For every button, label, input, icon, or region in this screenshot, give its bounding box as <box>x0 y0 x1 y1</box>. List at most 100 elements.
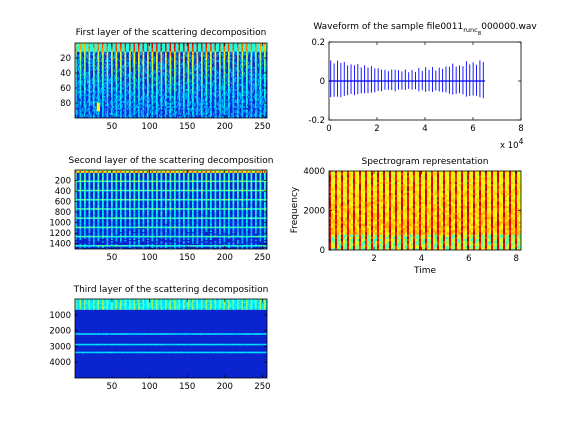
first-layer-cell <box>120 73 121 76</box>
first-layer-cell <box>143 60 145 62</box>
first-layer-cell <box>80 44 82 47</box>
first-layer-cell <box>160 53 162 56</box>
first-layer-cell <box>81 44 83 47</box>
first-layer-cell <box>224 77 226 80</box>
first-layer-cell <box>115 46 117 49</box>
first-layer-cell <box>80 111 82 114</box>
first-layer-cell <box>222 87 224 90</box>
first-layer-cell <box>191 71 193 74</box>
first-layer-cell <box>201 97 202 100</box>
first-layer-cell <box>178 109 180 112</box>
first-layer-cell <box>129 58 130 61</box>
first-layer-cell <box>151 78 153 81</box>
first-layer-cell <box>164 78 166 81</box>
first-layer-cell <box>207 56 208 59</box>
first-layer-cell <box>207 111 208 114</box>
first-layer-cell <box>98 83 100 86</box>
first-layer-cell <box>138 90 139 93</box>
first-layer-cell <box>215 90 217 93</box>
first-layer-cell <box>102 89 104 91</box>
first-layer-cell <box>104 83 106 86</box>
first-layer-cell <box>84 95 86 98</box>
first-layer-cell <box>125 68 127 71</box>
first-layer-cell <box>122 82 124 85</box>
first-layer-cell <box>186 94 187 97</box>
first-layer-cell <box>156 43 158 45</box>
first-layer-cell <box>145 114 147 117</box>
first-layer-cell <box>138 73 139 76</box>
first-layer-cell <box>186 68 188 71</box>
first-layer-cell <box>157 102 159 105</box>
first-layer-cell <box>228 89 229 91</box>
first-layer-cell <box>188 43 190 45</box>
first-layer-cell <box>225 71 226 74</box>
first-layer-cell <box>133 53 135 56</box>
first-layer-cell <box>144 44 145 47</box>
first-layer-cell <box>138 63 139 66</box>
first-layer-cell <box>198 66 200 69</box>
first-layer-cell <box>79 73 81 76</box>
first-layer-cell <box>204 46 205 49</box>
first-layer-cell <box>111 54 113 57</box>
first-layer-cell <box>201 56 203 59</box>
first-layer-cell <box>93 58 94 61</box>
first-layer-cell <box>161 100 163 103</box>
first-layer-cell <box>96 78 98 81</box>
first-layer-cell <box>141 87 143 90</box>
first-layer-cell <box>170 111 172 114</box>
first-layer-cell <box>80 90 82 93</box>
first-layer-cell <box>168 49 169 52</box>
first-layer-cell <box>106 44 108 47</box>
first-layer-cell <box>89 111 91 114</box>
first-layer-cell <box>223 102 225 105</box>
first-layer-cell <box>210 54 212 57</box>
first-layer-cell <box>196 102 198 105</box>
first-layer-cell <box>150 46 152 49</box>
first-layer-cell <box>143 83 145 86</box>
first-layer-cell <box>159 43 160 45</box>
first-layer-cell <box>187 94 189 97</box>
first-layer-cell <box>171 58 173 61</box>
first-layer-cell <box>215 48 217 51</box>
first-layer-cell <box>174 94 176 97</box>
first-layer-cell <box>178 53 180 56</box>
first-layer-cell <box>130 71 132 74</box>
first-layer-cell <box>93 83 94 86</box>
first-layer-cell <box>87 71 89 74</box>
first-layer-cell <box>170 63 172 66</box>
first-layer-cell <box>120 111 121 114</box>
first-layer-cell <box>125 99 127 102</box>
first-layer-cell <box>111 90 113 93</box>
first-layer-cell <box>147 58 149 61</box>
first-layer-cell <box>119 60 121 62</box>
first-layer-cell <box>138 80 139 83</box>
first-layer-cell <box>176 70 178 73</box>
first-layer-cell <box>153 71 154 74</box>
first-layer-cell <box>89 99 91 102</box>
first-layer-cell <box>141 112 142 115</box>
first-layer-cell <box>213 46 214 49</box>
first-layer-cell <box>197 77 199 80</box>
first-layer-cell <box>219 77 221 80</box>
first-layer-cell <box>97 48 99 51</box>
first-layer-cell <box>79 46 81 49</box>
first-layer-cell <box>176 43 178 45</box>
first-layer-cell <box>192 94 194 97</box>
first-layer-cell <box>179 66 181 69</box>
first-layer-cell <box>129 49 130 52</box>
first-layer-cell <box>88 92 90 95</box>
first-layer-cell <box>79 112 81 115</box>
first-layer-cell <box>197 106 199 109</box>
first-layer-cell <box>224 75 226 78</box>
first-layer-cell <box>210 68 212 71</box>
first-layer-cell <box>153 90 154 93</box>
first-layer-cell <box>210 87 211 90</box>
first-layer-cell <box>93 87 94 90</box>
first-layer-cell <box>163 65 165 68</box>
first-layer-cell <box>102 106 103 109</box>
first-layer-cell <box>102 94 103 97</box>
first-layer-cell <box>174 92 176 95</box>
first-layer-cell <box>84 73 85 76</box>
first-layer-cell <box>106 94 108 97</box>
first-layer-cell <box>183 85 185 88</box>
